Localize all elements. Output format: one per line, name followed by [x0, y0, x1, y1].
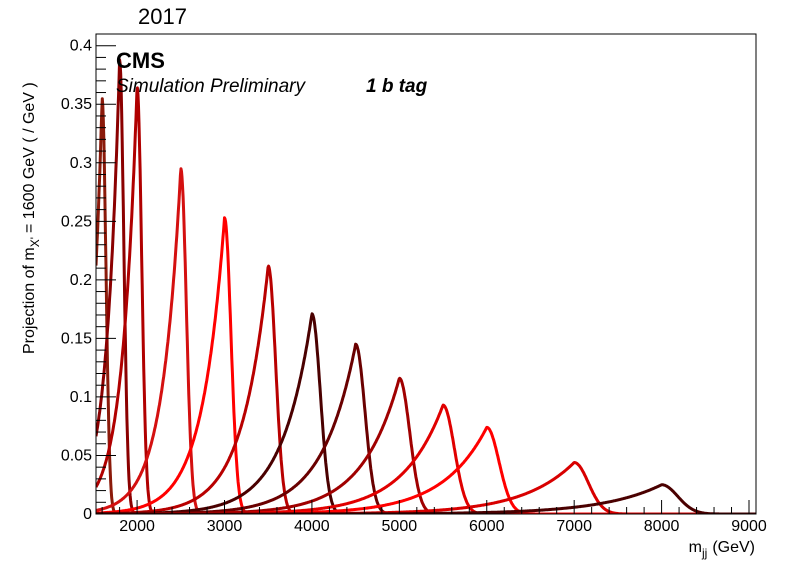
- x-tick-label: 4000: [294, 518, 330, 535]
- signal-curve-8000: [96, 483, 756, 514]
- signal-curve-1800: [96, 58, 756, 514]
- cms-label: CMS: [116, 48, 165, 73]
- y-tick-label: 0.35: [61, 96, 92, 113]
- x-axis-title-sub: jj: [701, 546, 707, 560]
- x-axis-title-main: m: [689, 539, 702, 556]
- signal-curve-3500: [96, 264, 756, 514]
- y-tick-label: 0.2: [70, 272, 92, 289]
- x-tick-label: 3000: [207, 518, 243, 535]
- y-axis-title-sub: X': [28, 237, 42, 247]
- y-tick-label: 0.05: [61, 447, 92, 464]
- year-label: 2017: [138, 4, 187, 29]
- simulation-label: Simulation Preliminary: [116, 76, 307, 97]
- x-axis: 2000 3000 4000 5000 6000 7000 8000 9000: [101, 500, 767, 535]
- signal-curve-3000: [96, 216, 756, 514]
- y-tick-label: 0: [83, 506, 92, 523]
- x-axis-title: mjj (GeV): [689, 539, 755, 560]
- x-tick-label: 9000: [731, 518, 767, 535]
- signal-curve-2000: [96, 86, 756, 514]
- signal-curve-7000: [96, 461, 756, 514]
- x-tick-label: 8000: [644, 518, 680, 535]
- x-axis-title-unit: (GeV): [712, 539, 755, 556]
- x-tick-label: 7000: [556, 518, 592, 535]
- y-axis-title: Projection of mX' = 1600 GeV ( / GeV ): [21, 82, 42, 354]
- y-tick-label: 0.4: [70, 38, 92, 55]
- btag-category-label: 1 b tag: [366, 76, 428, 97]
- x-tick-label: 6000: [469, 518, 505, 535]
- y-tick-label: 0.1: [70, 389, 92, 406]
- plot-frame: [95, 33, 757, 515]
- series-curves: [96, 58, 756, 514]
- x-tick-label: 2000: [119, 518, 155, 535]
- signal-curve-1600: [96, 97, 756, 514]
- y-axis-title-post: = 1600 GeV ( / GeV ): [21, 82, 38, 233]
- signal-curve-2500: [96, 167, 756, 514]
- y-axis: 0 0.05 0.1 0.15 0.2 0.25 0.3 0.35 0.4: [61, 33, 116, 523]
- y-tick-label: 0.15: [61, 330, 92, 347]
- y-tick-label: 0.3: [70, 155, 92, 172]
- y-axis-title-pre: Projection of m: [21, 247, 38, 354]
- y-tick-label: 0.25: [61, 213, 92, 230]
- signal-curve-4000: [96, 312, 756, 514]
- x-tick-label: 5000: [382, 518, 418, 535]
